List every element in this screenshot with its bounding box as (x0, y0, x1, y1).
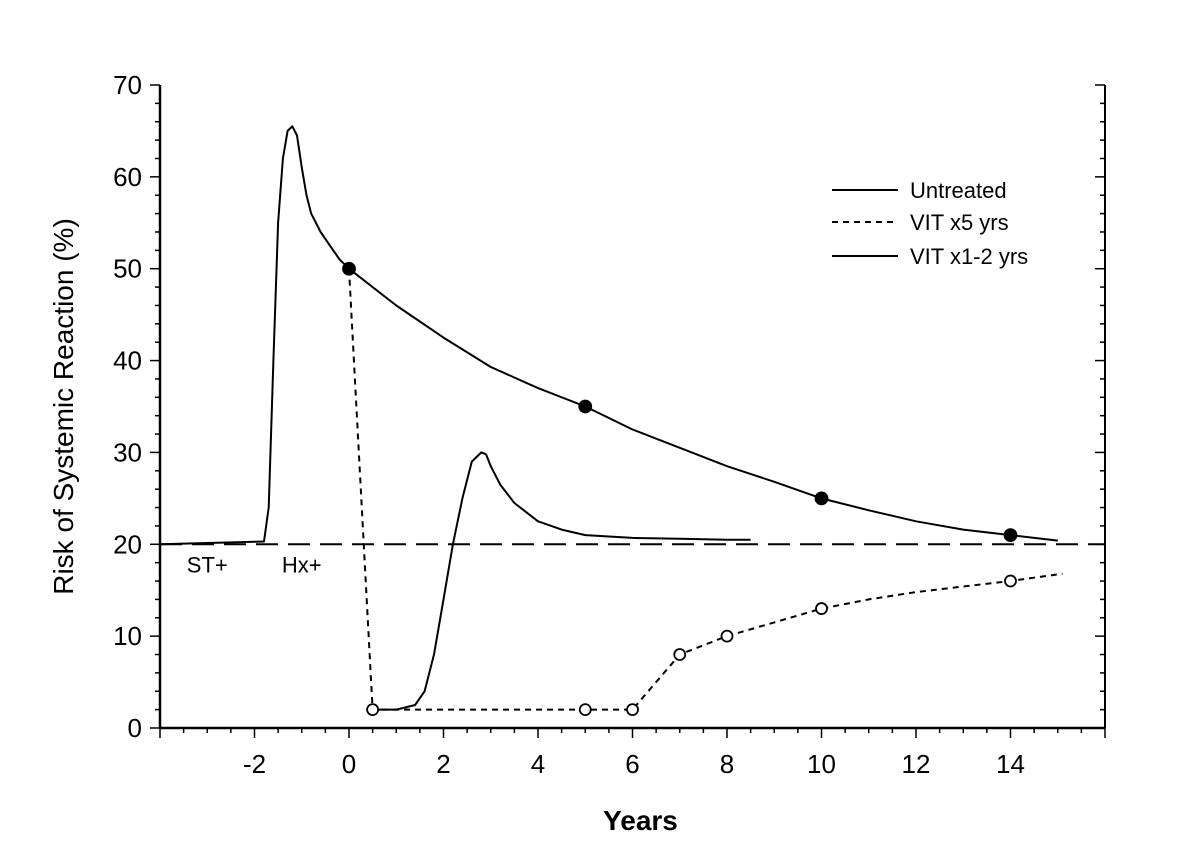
x-axis-title: Years (603, 805, 678, 836)
x-tick-label: 4 (531, 749, 545, 779)
y-tick-label: 0 (128, 713, 142, 743)
y-tick-label: 40 (113, 346, 142, 376)
y-axis-title: Risk of Systemic Reaction (%) (48, 218, 79, 595)
legend-label: Untreated (910, 178, 1007, 203)
y-tick-label: 30 (113, 437, 142, 467)
x-tick-label: 2 (436, 749, 450, 779)
data-point-2 (578, 703, 592, 717)
series-line-3 (372, 451, 751, 711)
x-tick-label: 0 (342, 749, 356, 779)
y-tick-label: 20 (113, 529, 142, 559)
annotation-label: Hx+ (282, 553, 322, 578)
x-tick-label: -2 (243, 749, 266, 779)
y-tick-label: 70 (113, 70, 142, 100)
legend: Untreated VIT x5 yrs VIT x1-2 yrs (832, 178, 1028, 269)
x-tick-label: 6 (625, 749, 639, 779)
axes: -2 0 2 4 6 8 10 12 14 0 10 20 30 40 50 60 70 Years Risk of… (48, 70, 1106, 836)
data-point-1 (342, 261, 356, 276)
legend-label: VIT x5 yrs (910, 210, 1009, 235)
data-point-1 (578, 399, 593, 414)
data-point-2 (1004, 574, 1017, 588)
y-tick-label: 10 (113, 621, 142, 651)
data-point-1 (814, 491, 829, 506)
series-line-2 (348, 268, 1063, 711)
data-point-2 (720, 629, 734, 643)
data-point-2 (366, 703, 380, 717)
x-tick-label: 14 (996, 749, 1025, 779)
data-point-2 (673, 648, 687, 661)
legend-label: VIT x1-2 yrs (910, 244, 1028, 269)
plot-area: ST+ Hx+ (159, 125, 1105, 717)
x-tick-label: 12 (902, 749, 931, 779)
x-tick-label: 10 (807, 749, 836, 779)
y-tick-label: 50 (113, 254, 142, 284)
data-point-1 (1003, 528, 1018, 542)
x-tick-label: 8 (720, 749, 734, 779)
annotation-label: ST+ (187, 553, 228, 578)
data-point-2 (626, 703, 639, 717)
y-tick-label: 60 (113, 162, 142, 192)
data-point-2 (815, 602, 828, 615)
